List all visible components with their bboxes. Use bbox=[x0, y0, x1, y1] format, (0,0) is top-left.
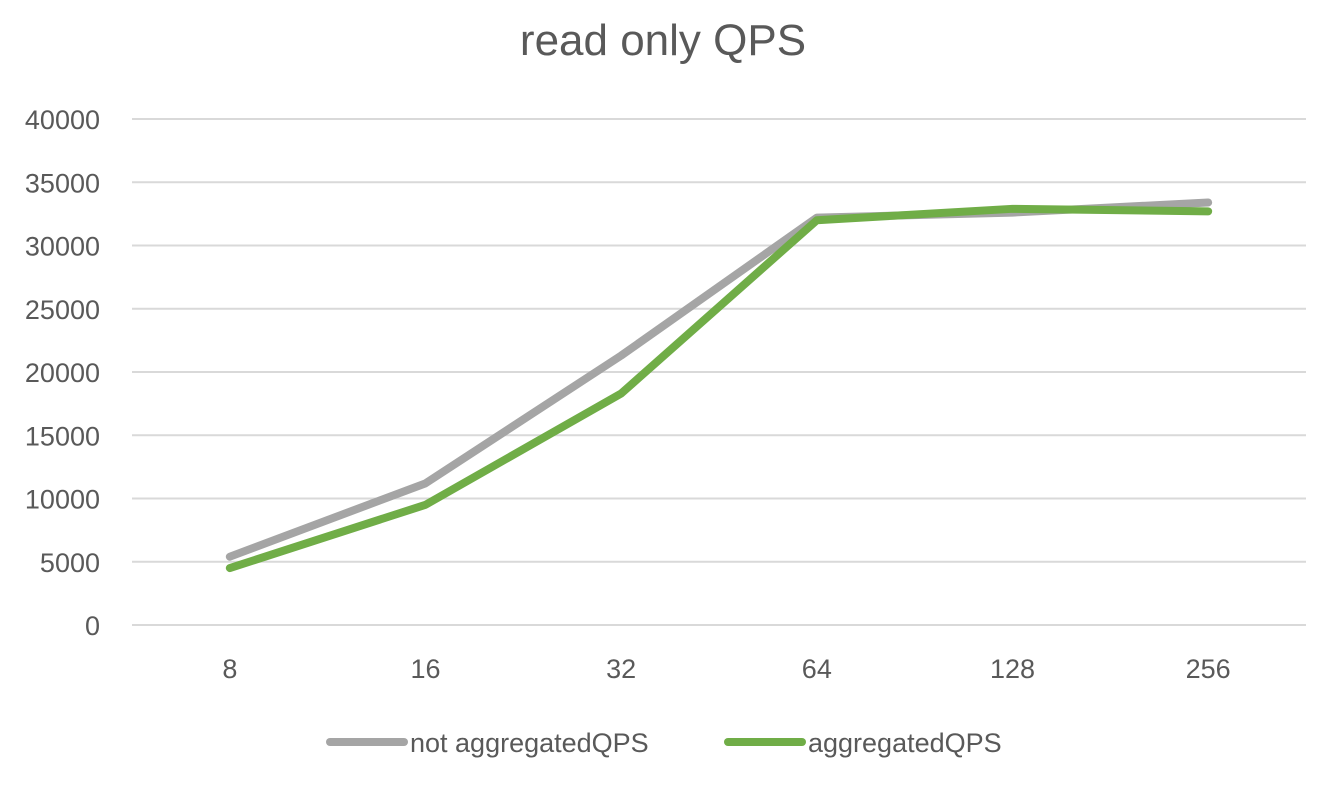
data-point bbox=[1012, 208, 1013, 210]
y-tick-label: 20000 bbox=[25, 358, 100, 388]
y-tick-label: 0 bbox=[85, 611, 100, 641]
legend-label: not aggregatedQPS bbox=[410, 728, 649, 758]
x-tick-label: 16 bbox=[410, 654, 440, 684]
data-point bbox=[620, 355, 622, 357]
data-point bbox=[620, 393, 622, 395]
data-point bbox=[229, 556, 231, 558]
x-tick-label: 64 bbox=[802, 654, 832, 684]
y-tick-label: 40000 bbox=[25, 105, 100, 135]
y-tick-label: 10000 bbox=[25, 485, 100, 515]
y-tick-label: 5000 bbox=[40, 548, 100, 578]
legend-label: aggregatedQPS bbox=[808, 728, 1002, 758]
data-point bbox=[816, 219, 818, 221]
x-tick-label: 32 bbox=[606, 654, 636, 684]
y-tick-label: 35000 bbox=[25, 168, 100, 198]
x-tick-label: 128 bbox=[990, 654, 1035, 684]
series-line bbox=[225, 204, 1213, 573]
y-tick-label: 15000 bbox=[25, 421, 100, 451]
series-line bbox=[225, 198, 1213, 561]
x-tick-label: 8 bbox=[222, 654, 237, 684]
data-point bbox=[425, 482, 426, 484]
x-tick-label: 256 bbox=[1186, 654, 1231, 684]
data-point bbox=[425, 504, 426, 506]
y-tick-label: 30000 bbox=[25, 232, 100, 262]
data-point bbox=[1207, 210, 1209, 212]
data-point bbox=[1207, 201, 1209, 203]
chart-title: read only QPS bbox=[519, 16, 807, 65]
y-tick-label: 25000 bbox=[25, 295, 100, 325]
data-point bbox=[229, 567, 231, 569]
